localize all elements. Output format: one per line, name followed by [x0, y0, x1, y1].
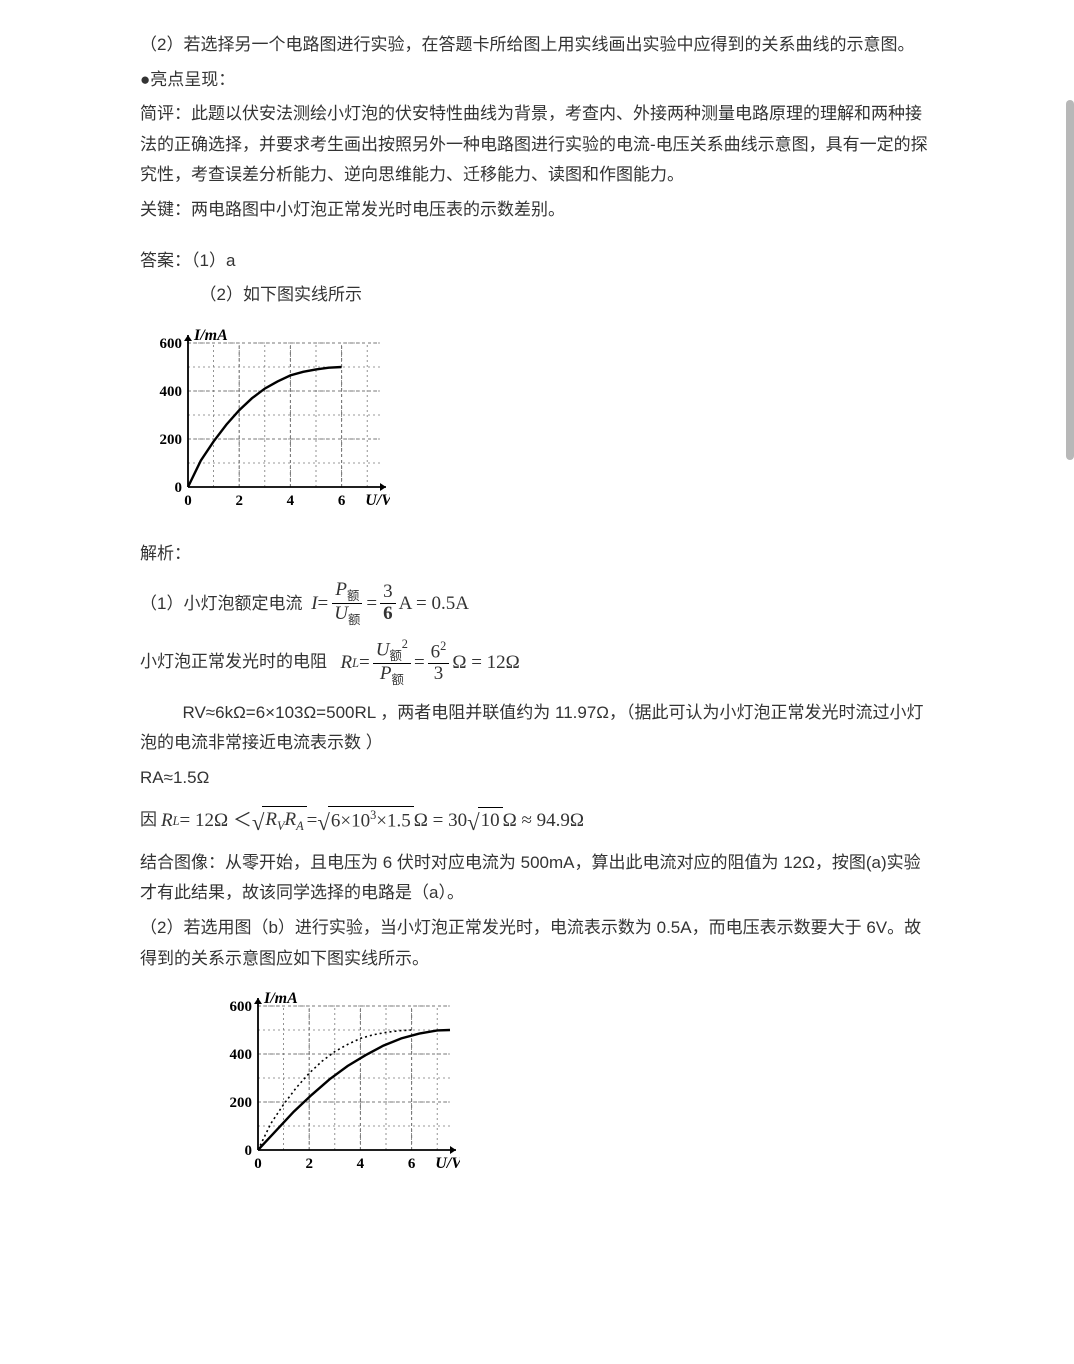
svg-text:600: 600 — [160, 336, 183, 352]
svg-text:600: 600 — [230, 999, 253, 1015]
question-2-text: （2）若选择另一个电路图进行实验，在答题卡所给图上用实线画出实验中应得到的关系曲… — [140, 30, 934, 61]
chart-1: 0 200 400 600 0 2 4 6 I/mA U/V — [140, 325, 390, 515]
formula-2: 小灯泡正常发光时的电阻 RL = U额2 P额 = 62 3 Ω = 12Ω — [140, 638, 934, 688]
svg-text:0: 0 — [254, 1156, 262, 1172]
svg-text:6: 6 — [338, 493, 346, 509]
analysis-rv: RV≈6kΩ=6×103Ω=500RL ，两者电阻并联值约为 11.97Ω，（据… — [140, 698, 934, 759]
highlight-p2: 关键：两电路图中小灯泡正常发光时电压表的示数差别。 — [140, 195, 934, 226]
svg-text:2: 2 — [305, 1156, 313, 1172]
analysis-head: 解析： — [140, 539, 934, 570]
svg-text:I/mA: I/mA — [193, 327, 228, 344]
svg-text:0: 0 — [184, 493, 192, 509]
svg-text:0: 0 — [245, 1143, 253, 1159]
scrollbar-thumb[interactable] — [1066, 100, 1074, 460]
formula-1-lead: （1）小灯泡额定电流 — [140, 589, 302, 620]
analysis-conclusion: 结合图像：从零开始，且电压为 6 伏时对应电流为 500mA，算出此电流对应的阻… — [140, 848, 934, 909]
svg-text:2: 2 — [235, 493, 243, 509]
scrollbar-track[interactable] — [1066, 0, 1074, 1364]
chart-2: 0 200 400 600 0 2 4 6 I/mA U/V — [210, 988, 460, 1178]
answer-head: 答案：（1）a — [140, 246, 934, 277]
document-page: （2）若选择另一个电路图进行实验，在答题卡所给图上用实线画出实验中应得到的关系曲… — [0, 0, 1074, 1243]
svg-text:U/V: U/V — [435, 1155, 460, 1172]
formula-1: （1）小灯泡额定电流 I = P额 U额 = 3 6 A = 0.5A — [140, 580, 934, 628]
svg-text:4: 4 — [357, 1156, 365, 1172]
chart-2-container: 0 200 400 600 0 2 4 6 I/mA U/V — [210, 988, 934, 1189]
svg-text:I/mA: I/mA — [263, 990, 298, 1007]
svg-text:200: 200 — [160, 432, 183, 448]
svg-text:4: 4 — [287, 493, 295, 509]
svg-text:400: 400 — [160, 384, 183, 400]
highlight-p1: 简评：此题以伏安法测绘小灯泡的伏安特性曲线为背景，考查内、外接两种测量电路原理的… — [140, 99, 934, 191]
svg-text:6: 6 — [408, 1156, 416, 1172]
answer-sub: （2）如下图实线所示 — [140, 280, 934, 311]
highlight-title: ●亮点呈现： — [140, 65, 934, 96]
svg-text:0: 0 — [175, 480, 183, 496]
svg-text:400: 400 — [230, 1047, 253, 1063]
analysis-q2: （2）若选用图（b）进行实验，当小灯泡正常发光时，电流表示数为 0.5A，而电压… — [140, 913, 934, 974]
svg-text:200: 200 — [230, 1095, 253, 1111]
svg-text:U/V: U/V — [365, 492, 390, 509]
formula-3: 因 RL = 12Ω ＜ √RVRA = √6×103×1.5 Ω = 30 √… — [140, 804, 934, 838]
formula-2-lead: 小灯泡正常发光时的电阻 — [140, 647, 327, 678]
chart-1-container: 0 200 400 600 0 2 4 6 I/mA U/V — [140, 325, 934, 526]
analysis-ra: RA≈1.5Ω — [140, 763, 934, 794]
